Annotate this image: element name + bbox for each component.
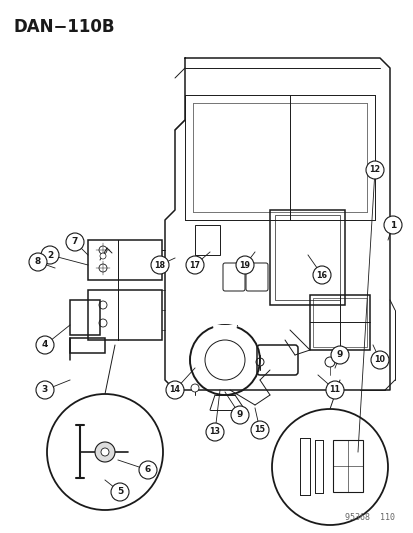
Circle shape xyxy=(370,351,388,369)
Circle shape xyxy=(101,448,109,456)
Bar xyxy=(332,440,362,492)
Text: 3: 3 xyxy=(42,385,48,394)
Circle shape xyxy=(255,358,263,366)
Wedge shape xyxy=(212,325,236,337)
Circle shape xyxy=(36,336,54,354)
Circle shape xyxy=(111,483,129,501)
Text: 1: 1 xyxy=(389,221,395,230)
Circle shape xyxy=(325,381,343,399)
Text: 12: 12 xyxy=(368,166,380,174)
Bar xyxy=(195,225,219,255)
Text: 2: 2 xyxy=(47,251,53,260)
Circle shape xyxy=(100,253,106,259)
Bar xyxy=(269,210,344,305)
Circle shape xyxy=(365,161,383,179)
Bar xyxy=(88,240,161,280)
Text: 11: 11 xyxy=(329,385,339,394)
Text: 8: 8 xyxy=(35,257,41,266)
Circle shape xyxy=(190,384,199,392)
Circle shape xyxy=(29,253,47,271)
Circle shape xyxy=(383,216,401,234)
Circle shape xyxy=(95,442,115,462)
Bar xyxy=(312,298,366,347)
Circle shape xyxy=(324,357,334,367)
Circle shape xyxy=(151,256,169,274)
Circle shape xyxy=(312,266,330,284)
Circle shape xyxy=(166,381,183,399)
Circle shape xyxy=(230,406,248,424)
Text: 18: 18 xyxy=(154,261,165,270)
Bar xyxy=(70,338,105,353)
Circle shape xyxy=(41,246,59,264)
Text: 4: 4 xyxy=(42,341,48,350)
Bar xyxy=(274,215,339,300)
Circle shape xyxy=(206,423,223,441)
Text: 19: 19 xyxy=(239,261,250,270)
Circle shape xyxy=(139,461,157,479)
Text: 6: 6 xyxy=(145,465,151,474)
Text: 15: 15 xyxy=(254,425,265,434)
Text: 5: 5 xyxy=(116,488,123,497)
Text: 14: 14 xyxy=(169,385,180,394)
Circle shape xyxy=(271,409,387,525)
Text: 13: 13 xyxy=(209,427,220,437)
Text: 9: 9 xyxy=(336,351,342,359)
Text: 9: 9 xyxy=(236,410,242,419)
Text: 95368  110: 95368 110 xyxy=(344,513,394,522)
Bar xyxy=(70,300,100,335)
Text: 16: 16 xyxy=(316,271,327,279)
Circle shape xyxy=(66,233,84,251)
Circle shape xyxy=(47,394,163,510)
Text: 10: 10 xyxy=(374,356,385,365)
Text: 7: 7 xyxy=(71,238,78,246)
Circle shape xyxy=(36,381,54,399)
Text: DAN−110B: DAN−110B xyxy=(14,18,115,36)
Text: 17: 17 xyxy=(189,261,200,270)
Bar xyxy=(88,290,161,340)
Circle shape xyxy=(330,346,348,364)
Circle shape xyxy=(235,256,254,274)
Circle shape xyxy=(185,256,204,274)
Circle shape xyxy=(250,421,268,439)
Bar xyxy=(309,295,369,350)
